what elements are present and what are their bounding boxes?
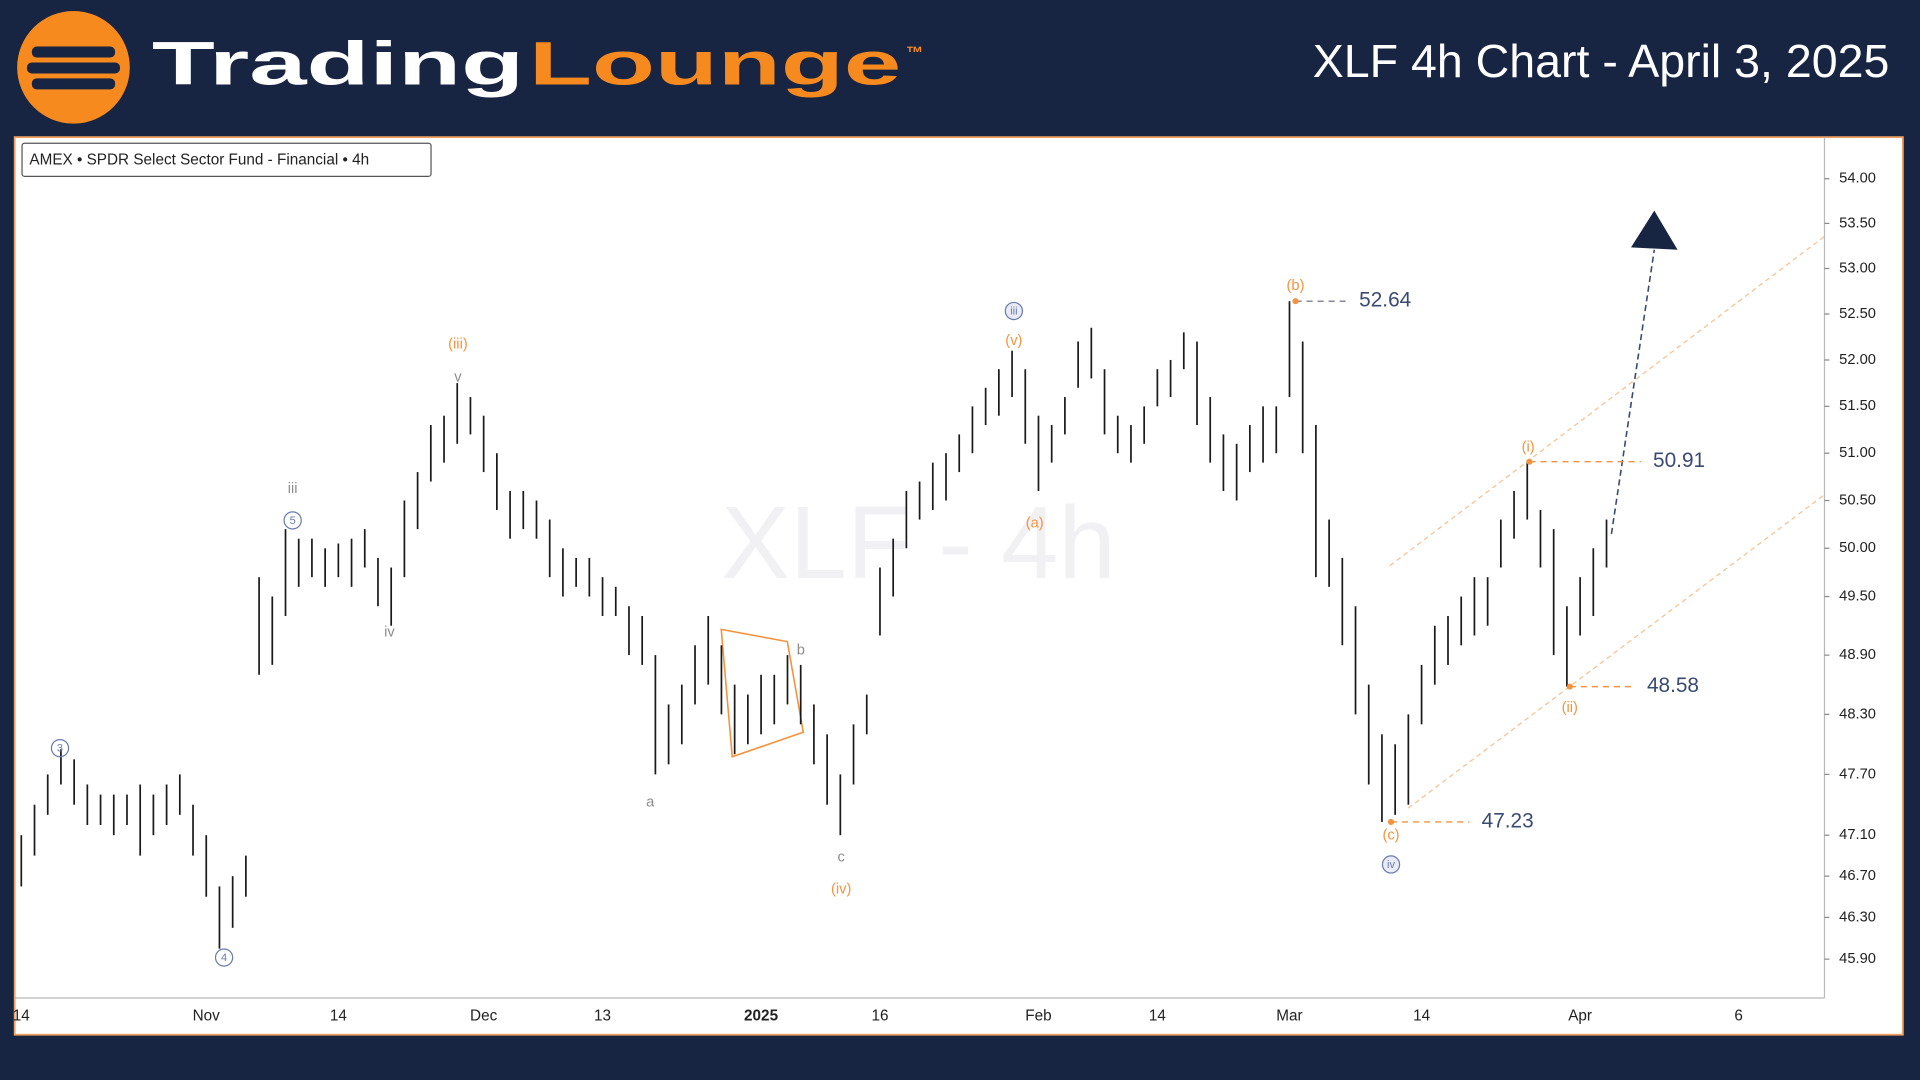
triangle-pattern	[720, 628, 805, 758]
price-level-label: 47.23	[1482, 809, 1534, 832]
x-tick-label: 2025	[744, 1007, 779, 1024]
y-tick-label: 48.90	[1839, 647, 1876, 663]
x-tick-label: 6	[1734, 1007, 1743, 1024]
channel-line	[1389, 235, 1825, 567]
price-level-dot	[1566, 683, 1573, 690]
wave-label: iv	[384, 624, 395, 640]
y-tick-label: 46.70	[1839, 868, 1876, 884]
x-tick-label: Apr	[1568, 1007, 1592, 1024]
wave-circle	[1004, 301, 1024, 321]
wave-label: v	[454, 370, 462, 386]
wave-label: (v)	[1005, 333, 1022, 349]
symbol-box	[21, 142, 432, 177]
wave-circle	[1381, 855, 1401, 874]
x-tick-label: Feb	[1025, 1007, 1051, 1024]
x-tick-label: Dec	[470, 1007, 498, 1024]
wave-label: (a)	[1026, 515, 1044, 531]
price-level-label: 50.91	[1653, 449, 1705, 472]
wave-label: 3	[57, 743, 63, 755]
x-tick-label: 14	[1413, 1007, 1431, 1024]
y-tick-label: 50.00	[1839, 540, 1876, 556]
arrow-head	[1631, 210, 1678, 250]
y-tick-label: 47.70	[1839, 766, 1876, 782]
channel-line	[1407, 494, 1825, 809]
price-level-dot	[1292, 298, 1299, 305]
wave-label: iv	[1387, 859, 1395, 871]
x-tick-label: Nov	[193, 1007, 221, 1024]
y-tick-label: 51.00	[1839, 445, 1876, 461]
wave-label: (iii)	[448, 337, 468, 353]
y-tick-label: 47.10	[1839, 827, 1876, 843]
wave-label: b	[797, 643, 805, 659]
logo-text: Trading	[152, 30, 524, 98]
y-tick-label: 49.50	[1839, 588, 1876, 604]
price-level-dot	[1526, 458, 1533, 465]
y-tick-label: 54.00	[1839, 171, 1876, 187]
price-level-label: 52.64	[1359, 289, 1411, 312]
y-tick-label: 52.00	[1839, 352, 1876, 368]
wave-circle	[50, 738, 70, 758]
y-tick-label: 48.30	[1839, 706, 1876, 722]
y-tick-label: 53.50	[1839, 215, 1876, 231]
wave-circle	[214, 948, 234, 967]
chart-panel	[13, 136, 1904, 1036]
logo: Trading Lounge ™	[17, 11, 923, 124]
price-level-dot	[1387, 818, 1395, 826]
y-tick-label: 53.00	[1839, 260, 1876, 276]
x-tick-label: 13	[594, 1007, 611, 1024]
logo-text: Lounge	[529, 30, 901, 98]
y-tick-label: 52.50	[1839, 306, 1876, 322]
y-tick-label: 45.90	[1839, 951, 1876, 967]
price-level-label: 48.58	[1647, 674, 1699, 697]
watermark: XLF - 4h	[721, 485, 1115, 600]
trademark: ™	[906, 42, 923, 62]
wave-label: c	[838, 850, 845, 866]
plot: 54.00 53.50 53.00 52.50 52.00 51.50 51.00 50.50…	[13, 171, 1876, 1025]
wave-label: (iv)	[831, 881, 851, 897]
projection-arrow	[1610, 249, 1656, 534]
x-tick-label: 16	[871, 1007, 888, 1024]
wave-label: (c)	[1382, 828, 1399, 844]
wave-label: a	[646, 795, 655, 811]
logo-bar	[31, 46, 116, 58]
wave-label: iii	[1010, 306, 1017, 318]
x-tick-label: Mar	[1276, 1007, 1302, 1024]
x-tick-label: 14	[1149, 1007, 1167, 1024]
logo-bar	[31, 78, 116, 90]
wave-label: (b)	[1287, 278, 1305, 294]
logo-bar	[26, 62, 121, 74]
x-tick-label: 14	[330, 1007, 348, 1024]
x-tick-label: 14	[13, 1007, 31, 1024]
symbol-label: AMEX • SPDR Select Sector Fund - Financi…	[29, 151, 369, 168]
wave-label: (i)	[1522, 439, 1535, 455]
y-tick-label: 51.50	[1839, 398, 1876, 414]
y-tick-label: 46.30	[1839, 909, 1876, 925]
wave-label: (ii)	[1562, 700, 1578, 716]
wave-circle	[283, 511, 302, 530]
page-title: XLF 4h Chart - April 3, 2025	[1313, 35, 1890, 87]
wave-label: 5	[290, 515, 296, 527]
wave-label: 4	[221, 952, 227, 964]
y-tick-label: 50.50	[1839, 492, 1876, 508]
wave-label: iii	[288, 481, 298, 497]
